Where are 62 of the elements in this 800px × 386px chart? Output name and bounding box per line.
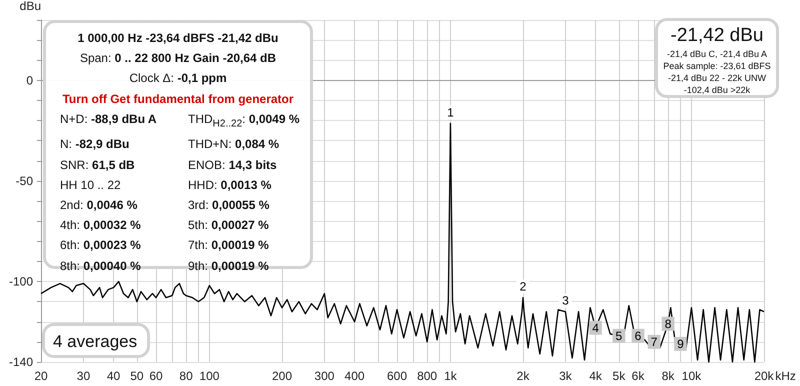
annotation: 4 (592, 320, 600, 335)
y-tick-label: -50 (16, 174, 34, 188)
annotation: 3 (562, 294, 570, 308)
annotation: -21,42 dBu (670, 24, 764, 48)
x-tick-label: 3k (559, 369, 573, 383)
annotation: 6 (634, 328, 642, 343)
x-tick-label: 30 (76, 369, 90, 383)
annotation: 2nd: 0,0046 % (60, 198, 138, 212)
annotation: 5 (616, 328, 623, 343)
annotation: 1 (447, 105, 454, 120)
annotation: 4 averages (42, 323, 150, 358)
annotation: ENOB: 14,3 bits (188, 158, 277, 172)
annotation: N+D: -88,9 dBu A (60, 112, 157, 126)
annotation: Peak sample: -23,61 dBFS (662, 60, 772, 72)
annotation: THD+N: 0,084 % (188, 137, 280, 152)
x-tick-label: 2k (516, 369, 530, 383)
annotation: 3rd: 0,00055 % (188, 198, 270, 212)
x-tick-label: 6k (632, 369, 646, 383)
y-tick-label: -100 (8, 274, 34, 289)
annotation: 7 (650, 334, 658, 349)
annotation: 7th: 0,00019 % (188, 238, 269, 252)
annotation: 9 (677, 336, 684, 351)
x-tick-label: 5k (612, 369, 626, 383)
x-tick-label: 40 (106, 369, 121, 383)
annotation: 8th: 0,00040 % (60, 258, 141, 273)
annotation: 5th: 0,00027 % (188, 218, 269, 232)
annotation: -21,4 dBu 22 - 22k UNW (666, 72, 768, 84)
annotation: 8 (664, 316, 672, 331)
x-tick-label: 200 (272, 369, 292, 383)
annotation: HH 10 .. 22 (60, 178, 121, 192)
x-axis-title: kHz (775, 369, 796, 383)
x-tick-label: 100 (199, 369, 220, 383)
x-tick-label: 50 (130, 369, 144, 383)
x-tick-label: 800 (417, 369, 438, 383)
annotation: 9th: 0,00019 % (188, 258, 269, 273)
annotation: 1 000,00 Hz -23,64 dBFS -21,42 dBu (78, 31, 278, 45)
x-tick-label: 600 (386, 369, 408, 383)
annotation: THD$_{H2..22}$: 0,0049 % (188, 112, 300, 130)
annotation: Span: 0 .. 22 800 Hz Gain -20,64 dB (80, 51, 276, 66)
x-tick-label: 60 (149, 369, 163, 383)
x-tick-label: 8k (662, 369, 676, 383)
annotation: Turn off Get fundamental from generator (62, 92, 294, 106)
annotation: 2 (520, 280, 527, 294)
x-tick-label: 10k (682, 369, 702, 383)
x-tick-label: 4k (589, 369, 603, 383)
y-axis-title: dBu (20, 0, 41, 13)
annotation: 4th: 0,00032 % (60, 218, 141, 232)
x-tick-label: 80 (179, 369, 194, 383)
annotation: 6th: 0,00023 % (60, 238, 141, 252)
x-tick-label: 300 (314, 369, 335, 383)
y-tick-label: 0 (26, 73, 34, 88)
y-tick-label: -140 (8, 355, 34, 369)
annotation: N: -82,9 dBu (60, 137, 130, 152)
x-tick-label: 20 (34, 369, 48, 383)
annotation: HHD: 0,0013 % (188, 178, 272, 192)
annotation: -102,4 dBu >22k (682, 84, 752, 96)
x-tick-label: 400 (344, 369, 365, 383)
x-tick-label: 20k (754, 369, 775, 383)
annotation: SNR: 61,5 dB (60, 158, 135, 172)
annotation: -21,4 dBu C, -21,4 dBu A (666, 48, 768, 60)
x-tick-label: 1k (444, 369, 458, 383)
annotation: Clock Δ: -0,1 ppm (129, 71, 227, 86)
